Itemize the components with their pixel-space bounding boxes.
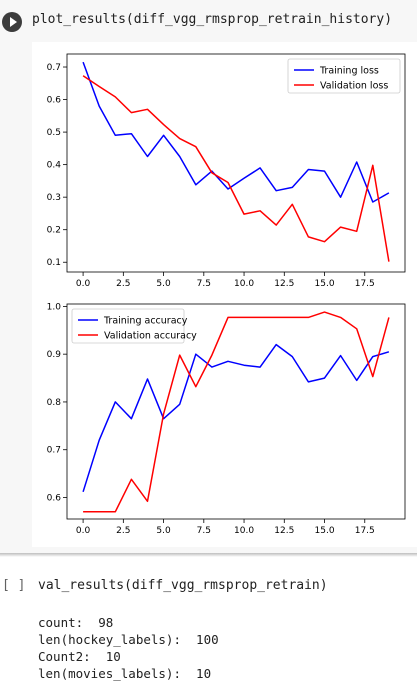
y-tick-label: 0.2 xyxy=(47,226,61,236)
output-line: len(hockey_labels): 100 xyxy=(38,632,219,647)
x-tick-label: 5.0 xyxy=(156,526,171,536)
y-tick-label: 1.0 xyxy=(47,302,62,312)
x-tick-label: 17.5 xyxy=(355,526,375,536)
plot-frame xyxy=(66,53,406,273)
legend-box xyxy=(287,58,401,94)
y-tick-label: 0.1 xyxy=(47,258,61,268)
y-tick-label: 0.3 xyxy=(47,193,61,203)
code-cell-1[interactable]: plot_results(diff_vgg_rmsprop_retrain_hi… xyxy=(0,0,417,553)
y-tick-label: 0.4 xyxy=(47,161,62,171)
y-tick-label: 0.8 xyxy=(47,398,62,408)
y-tick-label: 0.5 xyxy=(47,128,61,138)
y-tick-label: 0.7 xyxy=(47,63,61,73)
loss-chart: 0.0 2.5 5.0 7.5 10.0 12.5 15.0 17.5 0.1 0.2 0.3 0.4… xyxy=(47,53,406,289)
run-cell-2-button[interactable]: [ ] xyxy=(2,578,26,593)
x-tick-label: 10.0 xyxy=(234,279,254,289)
x-tick-label: 10.0 xyxy=(234,526,254,536)
cell-1-code[interactable]: plot_results(diff_vgg_rmsprop_retrain_hi… xyxy=(32,12,393,27)
cell-divider xyxy=(0,553,417,557)
output-line: len(movies_labels): 10 xyxy=(38,666,212,681)
x-tick-label: 7.5 xyxy=(197,279,211,289)
legend-box xyxy=(71,308,185,344)
x-tick-label: 12.5 xyxy=(274,279,294,289)
y-tick-label: 0.6 xyxy=(47,96,62,106)
x-tick-label: 0.0 xyxy=(76,279,91,289)
series-line-0 xyxy=(82,343,390,493)
legend-label: Validation loss xyxy=(320,81,388,92)
x-tick-label: 17.5 xyxy=(355,279,375,289)
x-tick-label: 5.0 xyxy=(156,279,171,289)
legend-label: Training accuracy xyxy=(103,316,188,327)
x-tick-label: 12.5 xyxy=(274,526,294,536)
series-line-1 xyxy=(82,75,390,262)
plot-frame xyxy=(66,303,406,520)
x-tick-label: 2.5 xyxy=(116,526,130,536)
series-line-0 xyxy=(82,61,390,203)
run-cell-button[interactable] xyxy=(2,12,22,32)
x-tick-label: 0.0 xyxy=(76,526,91,536)
x-tick-label: 2.5 xyxy=(116,279,130,289)
accuracy-chart: 0.0 2.5 5.0 7.5 10.0 12.5 15.0 17.5 0.6 0.7 0.8 0.9… xyxy=(47,302,406,536)
y-tick-label: 0.7 xyxy=(47,446,61,456)
x-tick-label: 15.0 xyxy=(315,526,335,536)
y-tick-label: 0.6 xyxy=(47,494,62,504)
series-line-1 xyxy=(83,311,390,513)
legend-label: Validation accuracy xyxy=(104,331,197,342)
legend-label: Training loss xyxy=(319,66,379,77)
cell-1-output: 0.0 2.5 5.0 7.5 10.0 12.5 15.0 17.5 0.1 0.2 0.3 0.4… xyxy=(32,42,417,547)
play-icon xyxy=(10,17,17,27)
x-tick-label: 15.0 xyxy=(315,279,335,289)
output-line: Count2: 10 xyxy=(38,649,121,664)
y-tick-label: 0.9 xyxy=(47,350,62,360)
cell-2-code[interactable]: val_results(diff_vgg_rmsprop_retrain) xyxy=(38,578,328,593)
x-tick-label: 7.5 xyxy=(197,526,211,536)
cell-2-output: count: 98 len(hockey_labels): 100 Count2… xyxy=(38,614,219,682)
output-line: count: 98 xyxy=(38,615,114,630)
